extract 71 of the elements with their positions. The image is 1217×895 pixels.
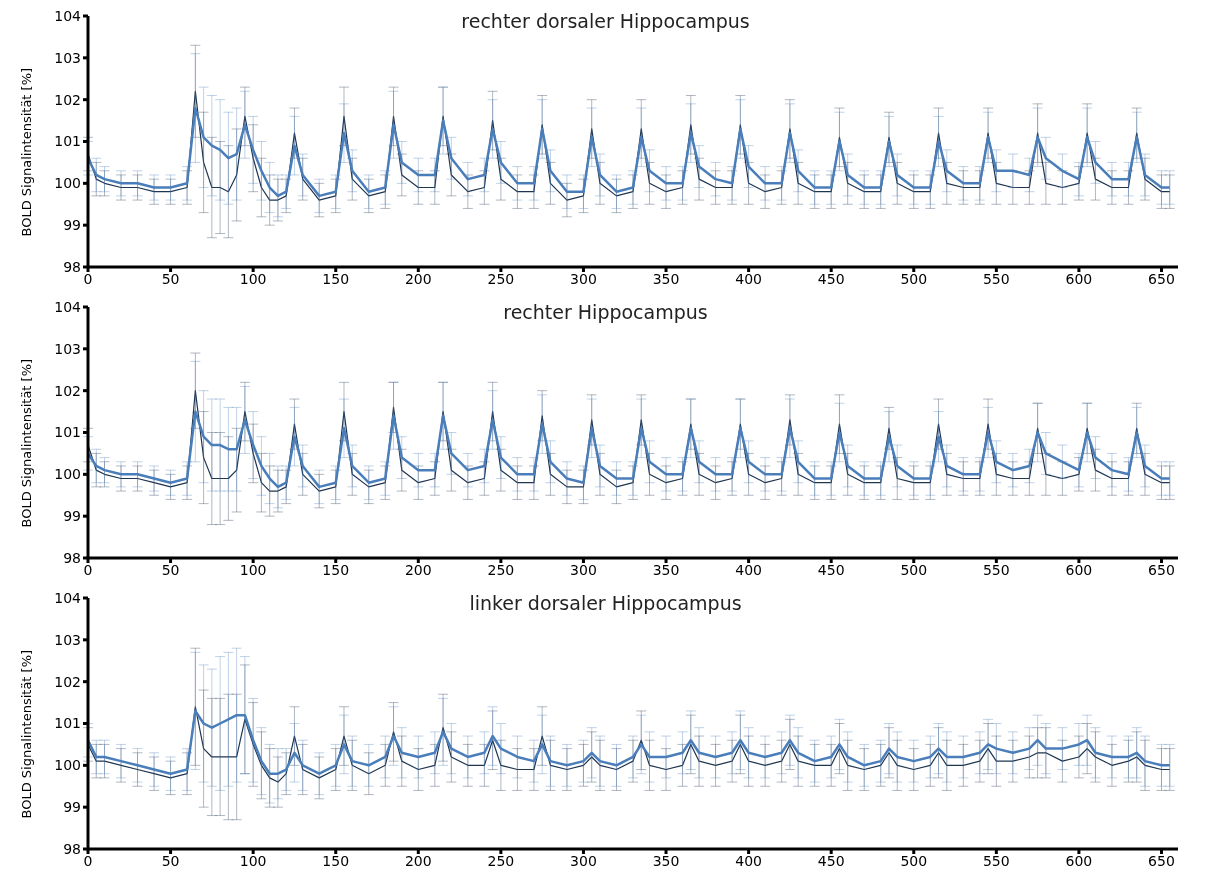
x-tick-label: 0	[83, 852, 93, 869]
x-tick-label: 200	[404, 852, 432, 869]
chart-title: rechter Hippocampus	[503, 301, 708, 323]
x-tick-label: 150	[322, 561, 350, 578]
x-tick-label: 350	[652, 852, 680, 869]
y-axis-title: BOLD Signalintensität [%]	[18, 67, 34, 237]
y-tick-label: 104	[54, 7, 82, 24]
x-tick-label: 200	[404, 561, 432, 578]
y-tick-label: 99	[63, 217, 81, 234]
x-tick-label: 0	[83, 270, 93, 287]
x-tick-label: 250	[487, 852, 515, 869]
x-tick-label: 400	[735, 852, 762, 869]
y-tick-label: 103	[54, 340, 81, 357]
x-tick-label: 50	[161, 852, 180, 869]
y-tick-label: 104	[54, 589, 82, 606]
x-tick-label: 50	[161, 270, 180, 287]
x-tick-label: 550	[982, 561, 1010, 578]
y-tick-label: 100	[54, 757, 81, 774]
x-tick-label: 300	[570, 561, 597, 578]
y-axis-title: BOLD Signalintensität [%]	[18, 649, 34, 819]
y-tick-label: 99	[63, 799, 81, 816]
x-tick-label: 550	[982, 270, 1010, 287]
x-tick-label: 450	[817, 270, 845, 287]
x-tick-label: 100	[239, 852, 267, 869]
line-series	[88, 410, 1171, 489]
x-tick-label: 300	[570, 270, 597, 287]
y-tick-label: 99	[63, 508, 81, 525]
x-tick-label: 600	[1065, 852, 1093, 869]
y-tick-label: 98	[63, 549, 81, 566]
x-tick-label: 650	[1148, 270, 1175, 287]
x-tick-label: 500	[900, 561, 928, 578]
x-tick-label: 500	[900, 270, 928, 287]
y-axis-title: BOLD Signalintensität [%]	[18, 358, 34, 528]
y-tick-label: 100	[54, 175, 81, 192]
x-tick-label: 450	[817, 852, 845, 869]
x-tick-label: 200	[404, 270, 432, 287]
x-tick-label: 50	[161, 561, 180, 578]
x-tick-label: 500	[900, 852, 928, 869]
y-tick-label: 104	[54, 298, 82, 315]
y-tick-label: 103	[54, 49, 81, 66]
y-tick-label: 102	[54, 91, 81, 108]
x-tick-label: 300	[570, 852, 597, 869]
y-tick-label: 102	[54, 673, 81, 690]
x-tick-label: 350	[652, 270, 680, 287]
y-tick-label: 101	[54, 715, 81, 732]
x-tick-label: 150	[322, 852, 350, 869]
x-tick-label: 350	[652, 561, 680, 578]
x-tick-label: 650	[1148, 561, 1175, 578]
x-tick-label: 150	[322, 270, 350, 287]
y-tick-label: 98	[63, 258, 81, 275]
y-tick-label: 102	[54, 382, 81, 399]
x-tick-label: 400	[735, 561, 762, 578]
y-tick-label: 103	[54, 631, 81, 648]
x-tick-label: 250	[487, 561, 515, 578]
y-tick-label: 101	[54, 424, 81, 441]
line-series	[88, 106, 1171, 198]
x-tick-label: 100	[239, 561, 267, 578]
x-tick-label: 600	[1065, 561, 1093, 578]
x-tick-label: 450	[817, 561, 845, 578]
x-tick-label: 400	[735, 270, 762, 287]
y-tick-label: 98	[63, 840, 81, 857]
x-tick-label: 550	[982, 852, 1010, 869]
chart-title: rechter dorsaler Hippocampus	[461, 10, 750, 32]
x-tick-label: 100	[239, 270, 267, 287]
x-tick-label: 650	[1148, 852, 1175, 869]
x-tick-label: 250	[487, 270, 515, 287]
y-tick-label: 100	[54, 466, 81, 483]
x-tick-label: 0	[83, 561, 93, 578]
x-tick-label: 600	[1065, 270, 1093, 287]
y-tick-label: 101	[54, 133, 81, 150]
chart-title: linker dorsaler Hippocampus	[469, 592, 742, 614]
